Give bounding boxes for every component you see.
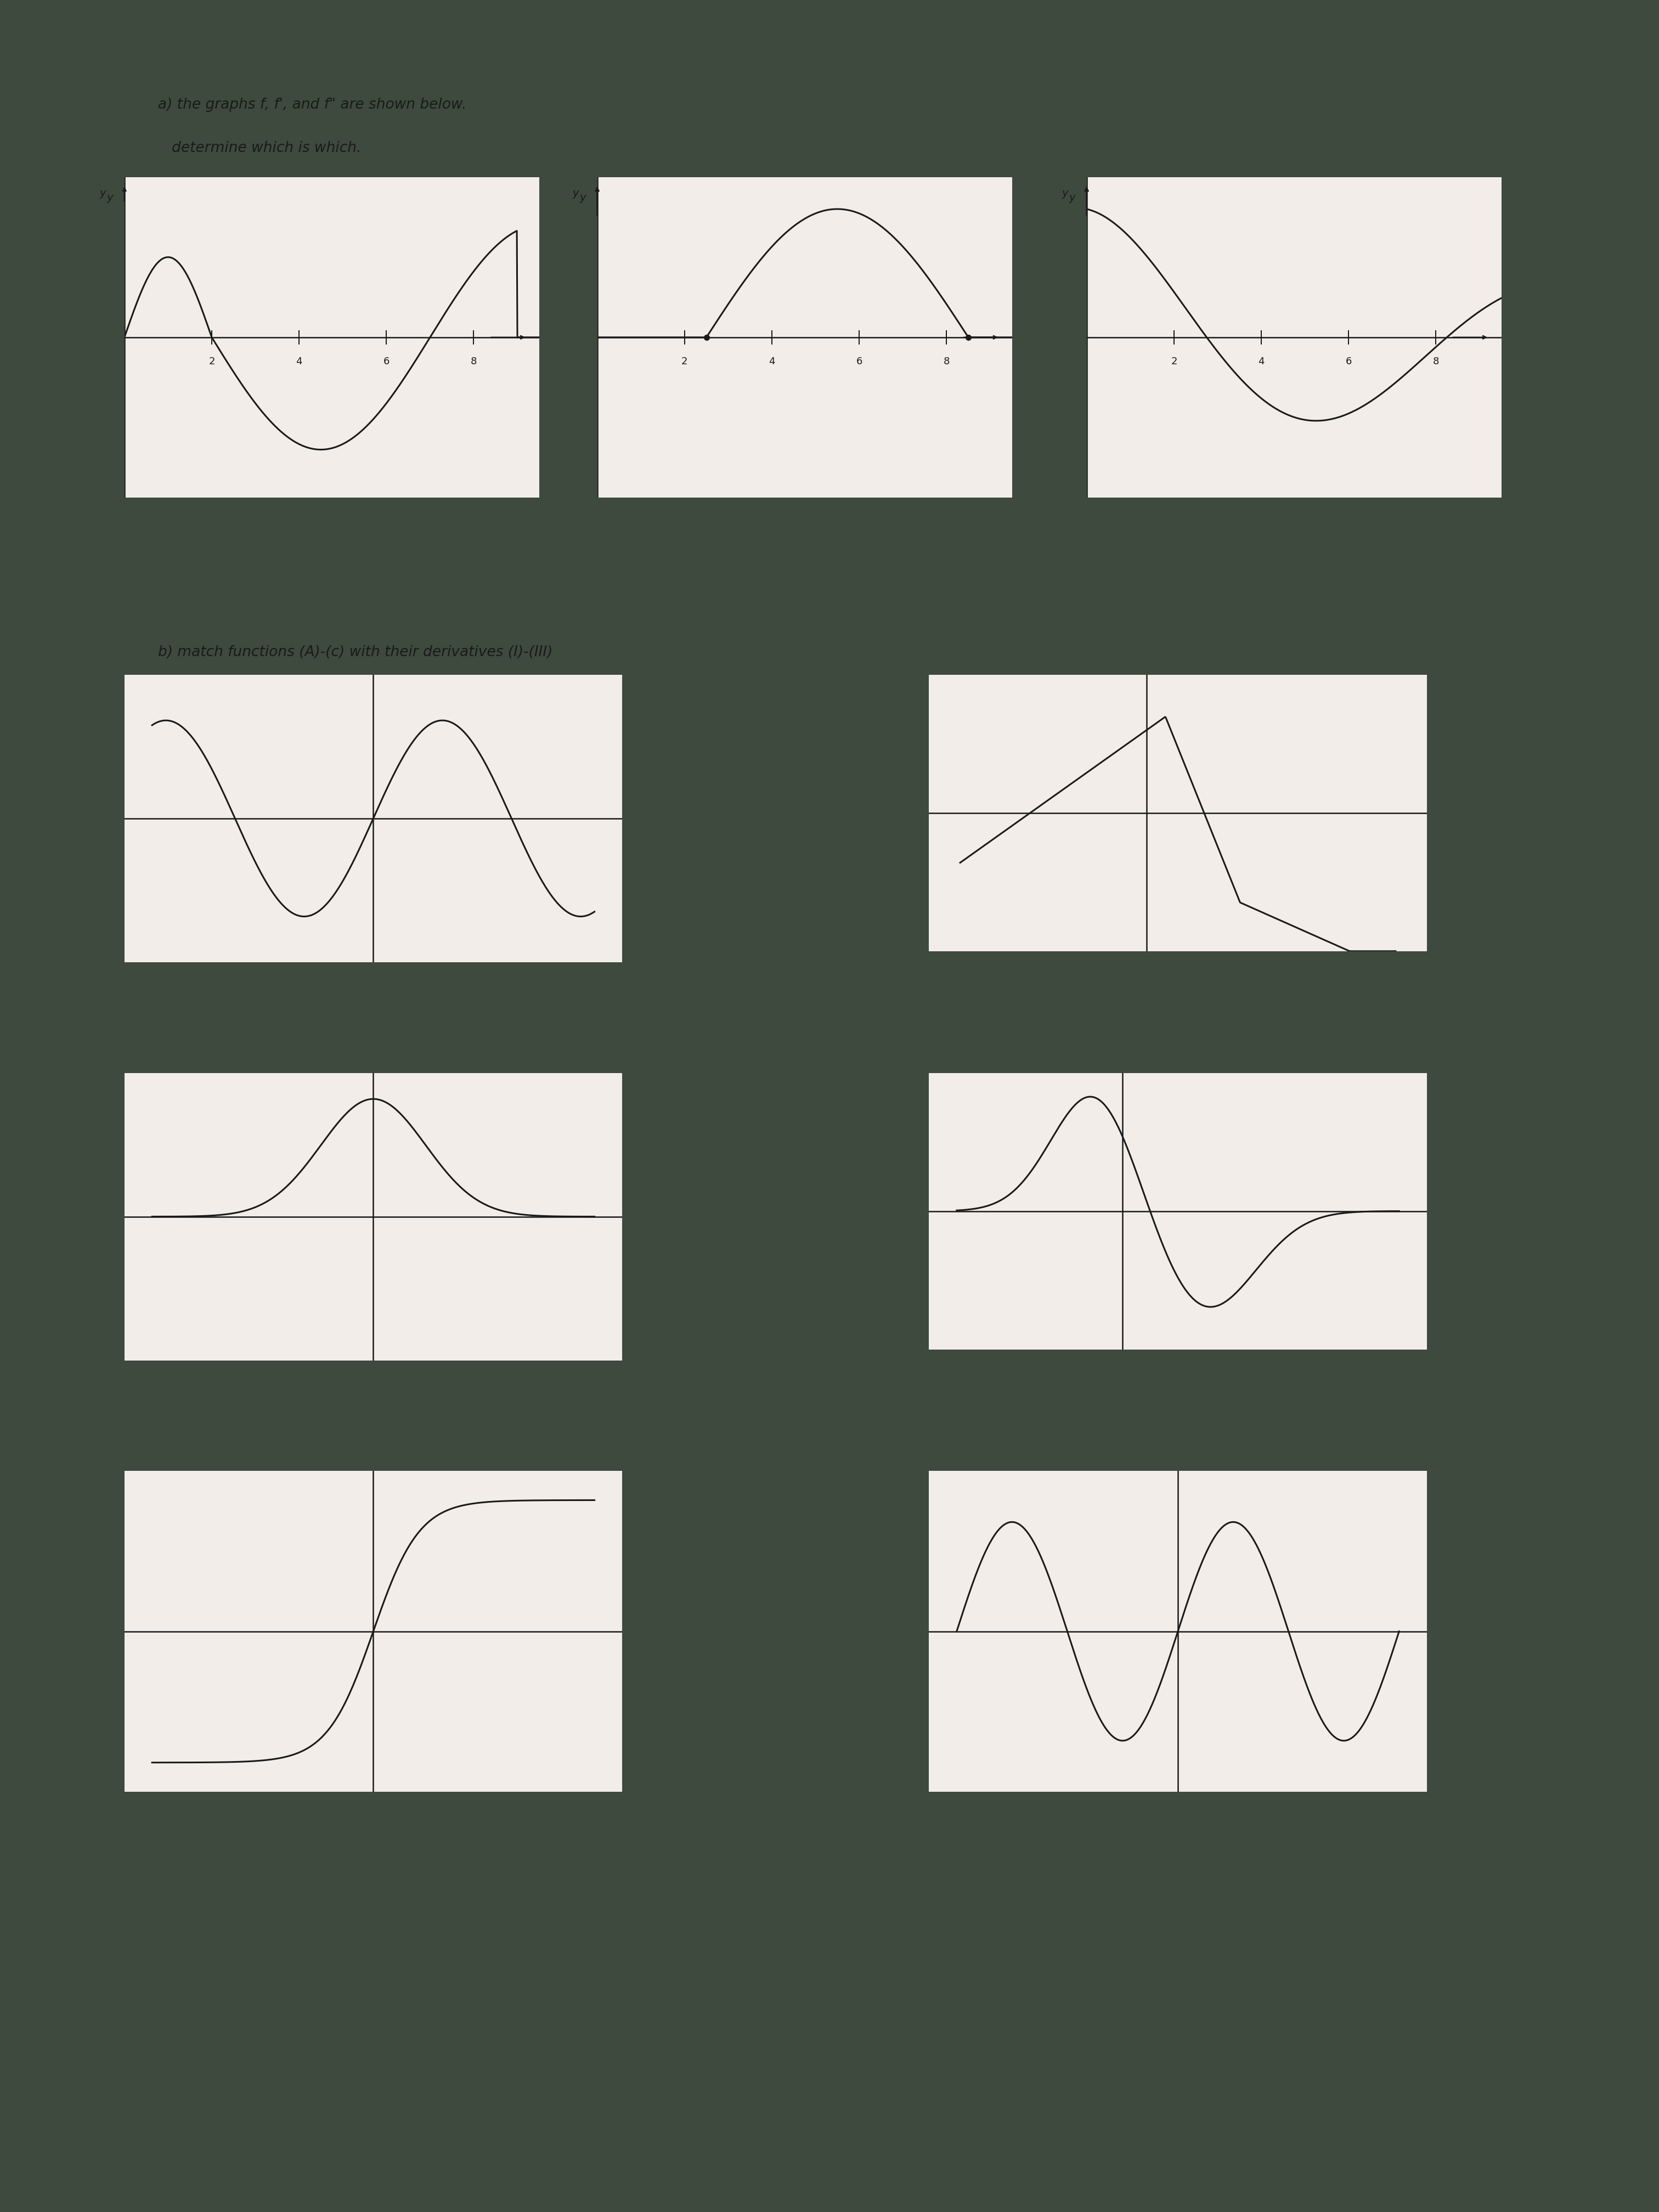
Text: 2: 2: [1171, 356, 1178, 367]
Text: y: y: [100, 188, 106, 199]
Text: (II): (II): [1171, 1261, 1188, 1272]
Text: 4: 4: [1258, 356, 1264, 367]
Text: (ii): (ii): [733, 204, 752, 217]
Text: y: y: [106, 192, 113, 204]
Text: 4: 4: [295, 356, 302, 367]
Text: 8: 8: [1433, 356, 1438, 367]
Text: 2: 2: [682, 356, 688, 367]
Text: y: y: [1062, 188, 1068, 199]
Text: 4: 4: [768, 356, 775, 367]
Text: C: C: [416, 1708, 425, 1721]
Text: (I): (I): [1173, 872, 1186, 883]
Text: 6: 6: [1345, 356, 1352, 367]
Text: determine which is which.: determine which is which.: [158, 142, 362, 155]
Text: y: y: [572, 188, 579, 199]
Text: 6: 6: [383, 356, 390, 367]
Text: B: B: [416, 1256, 425, 1270]
Text: a) the graphs f, f', and f" are shown below.: a) the graphs f, f', and f" are shown be…: [158, 97, 466, 113]
Text: y: y: [579, 192, 586, 204]
Text: (III): (III): [1170, 1708, 1190, 1719]
Text: b) match functions (A)-(c) with their derivatives (I)-(III): b) match functions (A)-(c) with their de…: [158, 646, 552, 659]
Text: A: A: [416, 867, 425, 880]
Text: 6: 6: [856, 356, 863, 367]
Text: 2: 2: [209, 356, 216, 367]
Text: 8: 8: [471, 356, 476, 367]
Text: y: y: [1068, 192, 1075, 204]
Text: 8: 8: [944, 356, 949, 367]
Text: (iii): (iii): [1198, 204, 1219, 217]
Text: (i): (i): [282, 204, 297, 217]
